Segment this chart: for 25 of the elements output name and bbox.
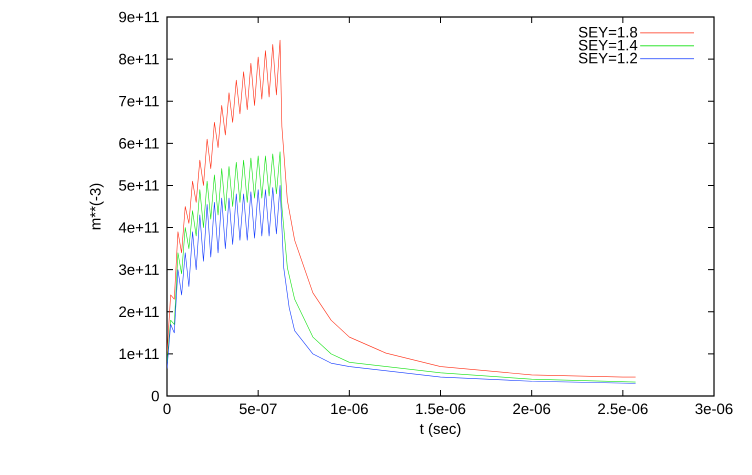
line-series [167,151,636,382]
y-tick-label: 2e+11 [119,306,159,318]
y-tick-label: 8e+11 [119,54,159,64]
x-axis-title: t (sec) [420,422,460,437]
line-series [167,40,636,378]
y-tick-label: 0 [152,390,159,402]
line-series [167,185,636,384]
y-tick-label: 5e+11 [119,180,159,191]
x-tick-label: 3e-06 [695,404,733,414]
x-tick-label: 5e-07 [240,404,277,414]
x-tick-label: 1.5e-06 [416,404,466,414]
y-tick-label: 1e+11 [120,348,159,360]
y-axis-title: m**(-3) [90,184,104,230]
x-tick-label: 2.5e-06 [598,404,648,414]
legend-label: SEY=1.2 [578,52,638,64]
y-tick-label: 7e+11 [119,96,159,106]
legend-label: SEY=1.4 [578,40,638,50]
y-tick-label: 4e+11 [118,222,159,233]
y-tick-label: 9e+11 [119,12,159,22]
y-tick-label: 3e+11 [119,264,159,275]
legend-label: SEY=1.8 [578,26,638,38]
y-tick-label: 6e+11 [119,138,159,149]
x-tick-label: 0 [163,404,171,414]
x-tick-label: 1e-06 [331,404,368,414]
x-tick-label: 2e-06 [513,404,550,414]
